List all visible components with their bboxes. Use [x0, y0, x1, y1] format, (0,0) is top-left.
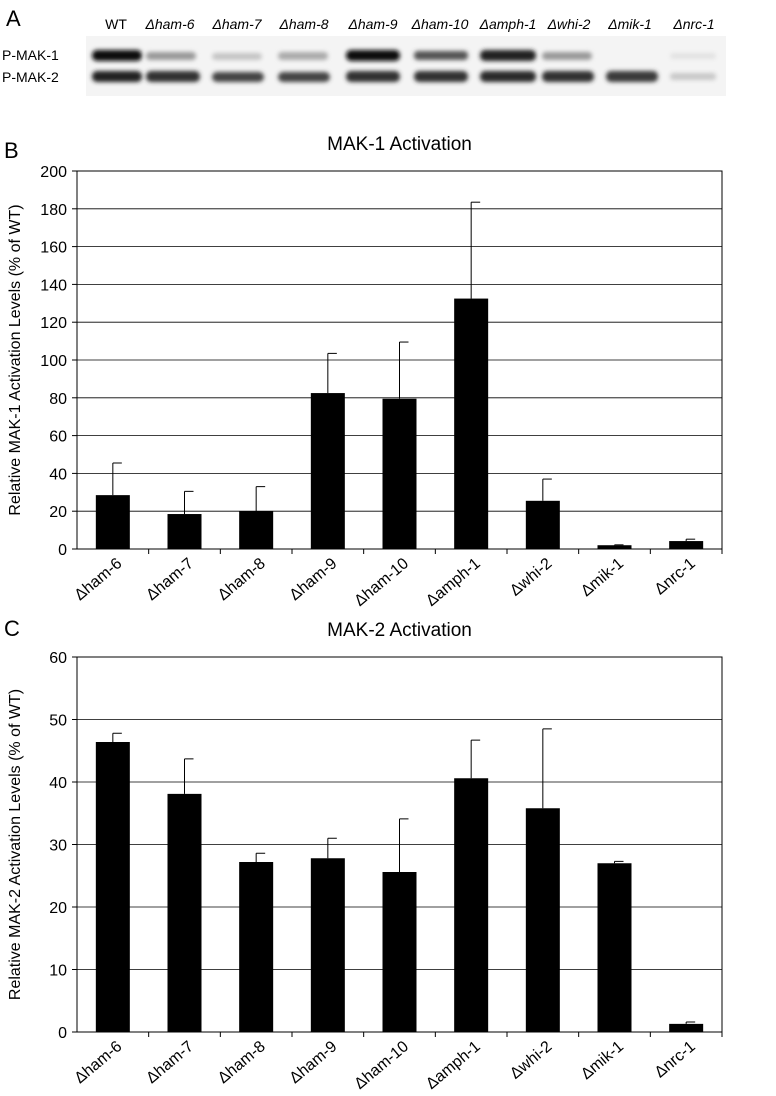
- y-tick-label: 60: [49, 650, 67, 667]
- y-tick-label: 0: [58, 1025, 67, 1042]
- error-bar: [470, 201, 481, 299]
- bar: [167, 793, 202, 1032]
- bar: [95, 742, 130, 1032]
- bar: [239, 862, 274, 1032]
- y-tick-label: 20: [49, 900, 67, 917]
- y-tick-label: 30: [49, 838, 67, 855]
- x-tick-label: Δamph-1: [423, 555, 484, 610]
- x-tick-label: Δnrc-1: [652, 1038, 699, 1081]
- chart-title: MAK-1 Activation: [327, 134, 472, 155]
- blot-bands: [92, 50, 716, 82]
- y-tick-label: 40: [49, 466, 67, 483]
- bar: [525, 500, 560, 549]
- y-axis-label: Relative MAK-1 Activation Levels (% of W…: [7, 204, 24, 515]
- blot: P-MAK-1 P-MAK-2 WT Δham-6 Δham-7 Δham-8 …: [2, 16, 726, 96]
- y-tick-label: 140: [40, 277, 67, 294]
- chart: MAK-1 Activation Relative MAK-1 Activatio…: [7, 134, 723, 610]
- error-bar: [112, 462, 122, 496]
- bar: [382, 398, 417, 549]
- lane-label: Δnrc-1: [672, 16, 714, 32]
- bar: [669, 541, 704, 549]
- y-tick-label: 200: [40, 164, 67, 181]
- x-tick-label: Δham-10: [351, 555, 412, 610]
- error-bar: [327, 352, 337, 394]
- lane-label: Δmik-1: [607, 16, 652, 32]
- y-tick-label: 40: [49, 775, 67, 792]
- x-tick-label: Δham-7: [143, 1038, 197, 1087]
- lane-label: Δwhi-2: [547, 16, 591, 32]
- error-bar: [685, 1021, 696, 1024]
- error-bar: [255, 486, 266, 512]
- x-tick-label: Δmik-1: [578, 555, 627, 600]
- lane-label: Δham-6: [144, 16, 194, 32]
- lane-label: Δham-8: [278, 16, 328, 32]
- bar: [310, 858, 345, 1032]
- x-tick-label: Δamph-1: [423, 1038, 484, 1093]
- panel-letter: B: [4, 138, 19, 163]
- x-tick-label: Δnrc-1: [652, 555, 699, 598]
- y-tick-label: 80: [49, 391, 67, 408]
- error-bar: [685, 538, 696, 542]
- x-tick-label: Δham-8: [215, 1038, 269, 1087]
- x-tick-label: Δham-6: [72, 1038, 126, 1087]
- y-tick-label: 0: [58, 542, 67, 559]
- lane-label: Δamph-1: [479, 16, 537, 32]
- bar: [310, 393, 345, 549]
- bar: [525, 808, 560, 1032]
- y-tick-label: 100: [40, 353, 67, 370]
- bar: [454, 778, 489, 1032]
- error-bar: [542, 728, 552, 809]
- y-tick-label: 20: [49, 504, 67, 521]
- x-tick-label: Δwhi-2: [507, 1038, 555, 1083]
- x-tick-label: Δmik-1: [578, 1038, 627, 1083]
- bar: [239, 511, 274, 549]
- error-bar: [470, 739, 481, 779]
- error-bar: [255, 852, 266, 862]
- x-tick-label: Δham-9: [287, 555, 341, 604]
- bar: [167, 514, 202, 549]
- error-bar: [112, 732, 122, 742]
- band-label: P-MAK-1: [2, 47, 59, 63]
- x-tick-label: Δham-7: [143, 555, 197, 604]
- y-tick-label: 180: [40, 202, 67, 219]
- error-bar: [184, 758, 194, 794]
- y-tick-label: 50: [49, 713, 67, 730]
- y-tick-label: 10: [49, 963, 67, 980]
- bar: [597, 863, 632, 1032]
- x-tick-label: Δham-6: [72, 555, 126, 604]
- y-axis-label: Relative MAK-2 Activation Levels (% of W…: [7, 689, 24, 1000]
- lane-label: Δham-9: [347, 16, 397, 32]
- blot-membrane: [86, 36, 726, 96]
- bar: [669, 1023, 704, 1032]
- lane-label: Δham-10: [411, 16, 469, 32]
- x-tick-label: Δwhi-2: [507, 555, 555, 600]
- bar: [597, 545, 632, 549]
- y-tick-label: 120: [40, 315, 67, 332]
- error-bar: [399, 341, 409, 399]
- x-tick-label: Δham-8: [215, 555, 269, 604]
- panel-letter: A: [6, 6, 21, 31]
- y-tick-label: 160: [40, 240, 67, 257]
- error-bar: [184, 490, 194, 515]
- bar: [454, 298, 489, 549]
- chart: MAK-2 Activation Relative MAK-2 Activatio…: [7, 620, 723, 1093]
- bar: [95, 495, 130, 549]
- error-bar: [614, 860, 624, 864]
- panel-letter: C: [4, 616, 20, 641]
- error-bar: [399, 818, 409, 872]
- band-label: P-MAK-2: [2, 69, 59, 85]
- lane-label: WT: [105, 16, 127, 32]
- x-tick-label: Δham-10: [351, 1038, 412, 1093]
- chart-title: MAK-2 Activation: [327, 620, 472, 641]
- lane-label: Δham-7: [211, 16, 262, 32]
- bar: [382, 872, 417, 1032]
- x-tick-label: Δham-9: [287, 1038, 341, 1087]
- error-bar: [542, 478, 552, 501]
- y-tick-label: 60: [49, 429, 67, 446]
- error-bar: [327, 837, 337, 859]
